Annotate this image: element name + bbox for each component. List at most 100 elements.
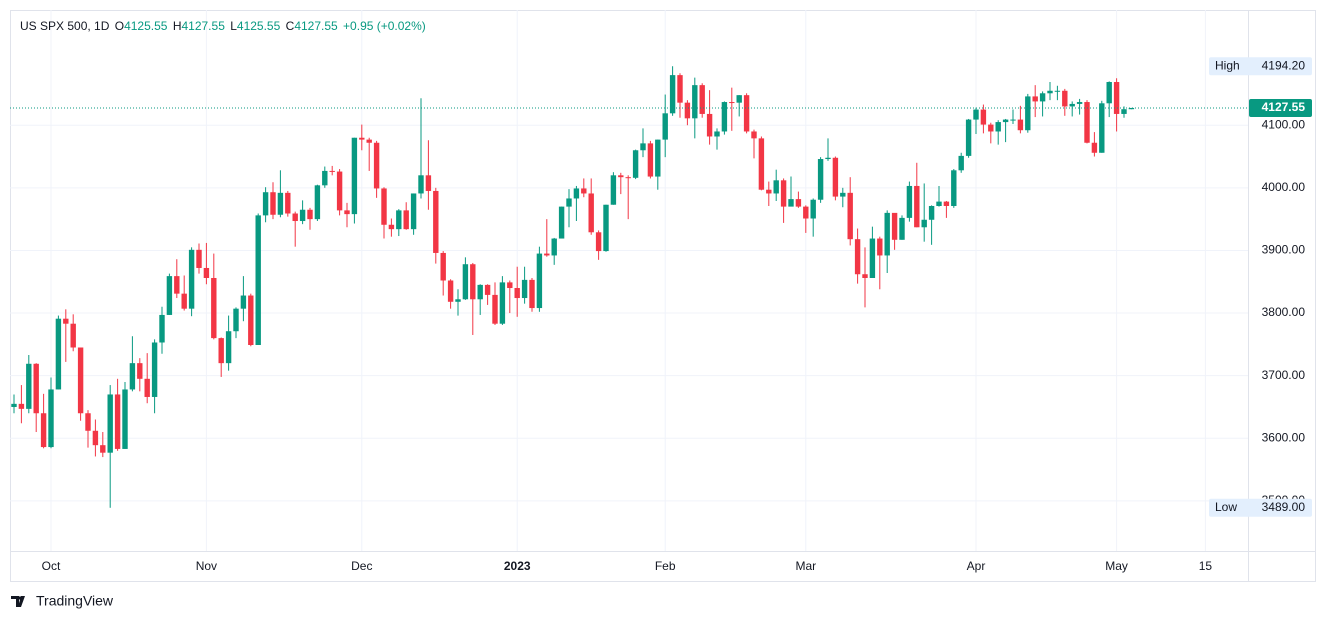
candle-body [366, 139, 372, 143]
candle-body [1062, 90, 1068, 107]
candle-body [299, 209, 306, 222]
candle-body [847, 192, 853, 240]
candle-body [714, 131, 720, 137]
candle-body [92, 430, 99, 446]
marks-layer [10, 66, 1248, 508]
y-tick-label: 3700.00 [1262, 368, 1306, 382]
legend: US SPX 500, 1D O4125.55 H4127.55 L4125.5… [20, 19, 426, 33]
candle-body [817, 159, 824, 200]
candle-body [1076, 102, 1083, 104]
candle-body [877, 238, 883, 256]
change: +0.95 (+0.02%) [343, 19, 426, 33]
candle-body [129, 363, 136, 390]
candle-body [1113, 82, 1120, 114]
candle-body [1106, 82, 1112, 104]
candle-body [1047, 90, 1053, 94]
x-tick-label: May [1105, 559, 1128, 573]
candle-body [558, 206, 565, 239]
candle-body [573, 188, 580, 199]
candle-body [581, 188, 587, 194]
candle-body [1032, 96, 1038, 102]
candle-body [100, 445, 106, 453]
candle-body [218, 338, 224, 364]
x-tick-label: Feb [655, 559, 676, 573]
low-name: Low [1215, 500, 1237, 514]
candle-body [351, 137, 358, 215]
symbol: US SPX 500, 1D [20, 19, 110, 33]
candle-body [1039, 93, 1046, 102]
candle-body [1069, 103, 1075, 107]
candle-body [440, 252, 446, 281]
candle-body [995, 122, 1001, 132]
candle-body [122, 389, 128, 449]
close-label: C [286, 19, 295, 33]
y-tick-label: 4000.00 [1262, 180, 1306, 194]
low-value: 4125.55 [237, 19, 281, 33]
candle-body [203, 267, 210, 278]
candle-body [958, 155, 964, 171]
candle-body [396, 210, 402, 230]
candle-body [418, 175, 424, 194]
x-tick-label: Nov [196, 559, 217, 573]
candle-body [63, 318, 69, 324]
low-value: 3489.00 [1262, 500, 1306, 514]
candle-body [936, 201, 942, 206]
candle-body [1091, 142, 1098, 153]
candle-body [381, 188, 387, 225]
x-tick-label: Mar [795, 559, 816, 573]
candle-body [914, 185, 920, 228]
y-tick-label: 3600.00 [1262, 430, 1306, 444]
brand[interactable]: TradingView [36, 593, 114, 609]
candle-body [403, 210, 409, 230]
candle-body [766, 189, 772, 194]
candle-body [1002, 119, 1009, 123]
candle-body [521, 279, 528, 299]
candle-body [455, 299, 461, 302]
candle-body [751, 131, 757, 139]
candle-body [795, 199, 802, 207]
candle-body [699, 85, 705, 114]
candle-body [943, 201, 950, 206]
candle-body [566, 198, 572, 207]
candle-body [706, 113, 713, 137]
x-tick-label: Apr [967, 559, 986, 573]
candle-body [166, 276, 173, 315]
candle-body [1025, 96, 1031, 131]
candle-body [973, 109, 979, 120]
close-value: 4127.55 [294, 19, 338, 33]
candle-body [285, 192, 291, 214]
y-tick-label: 4100.00 [1262, 117, 1306, 131]
high-label: H [173, 19, 182, 33]
high-value: 4194.20 [1262, 58, 1306, 72]
candle-body [114, 394, 121, 449]
candle-body [270, 192, 276, 215]
candle-body [292, 213, 298, 222]
candle-body [677, 75, 683, 103]
candle-body [55, 318, 62, 390]
logo-dot [18, 596, 22, 600]
candle-body [988, 124, 994, 132]
candle-body [33, 363, 39, 414]
low-label: L [230, 19, 237, 33]
candle-body [277, 192, 284, 215]
candle-body [773, 180, 779, 194]
candle-body [736, 95, 742, 103]
candle-body [336, 171, 343, 211]
candle-body [588, 193, 594, 233]
candle-body [344, 210, 350, 215]
candle-body [810, 199, 816, 219]
candle-body [26, 363, 32, 409]
candle-body [965, 119, 972, 156]
candle-body [329, 170, 335, 172]
candle-body [85, 413, 91, 431]
candle-body [899, 217, 905, 240]
candle-body [1099, 103, 1105, 153]
candle-body [610, 175, 617, 205]
x-tick-label: 15 [1199, 559, 1213, 573]
candle-body [359, 137, 365, 140]
candle-body [529, 279, 535, 309]
candle-body [803, 206, 809, 219]
candle-body [514, 288, 520, 299]
candle-body [662, 113, 668, 140]
